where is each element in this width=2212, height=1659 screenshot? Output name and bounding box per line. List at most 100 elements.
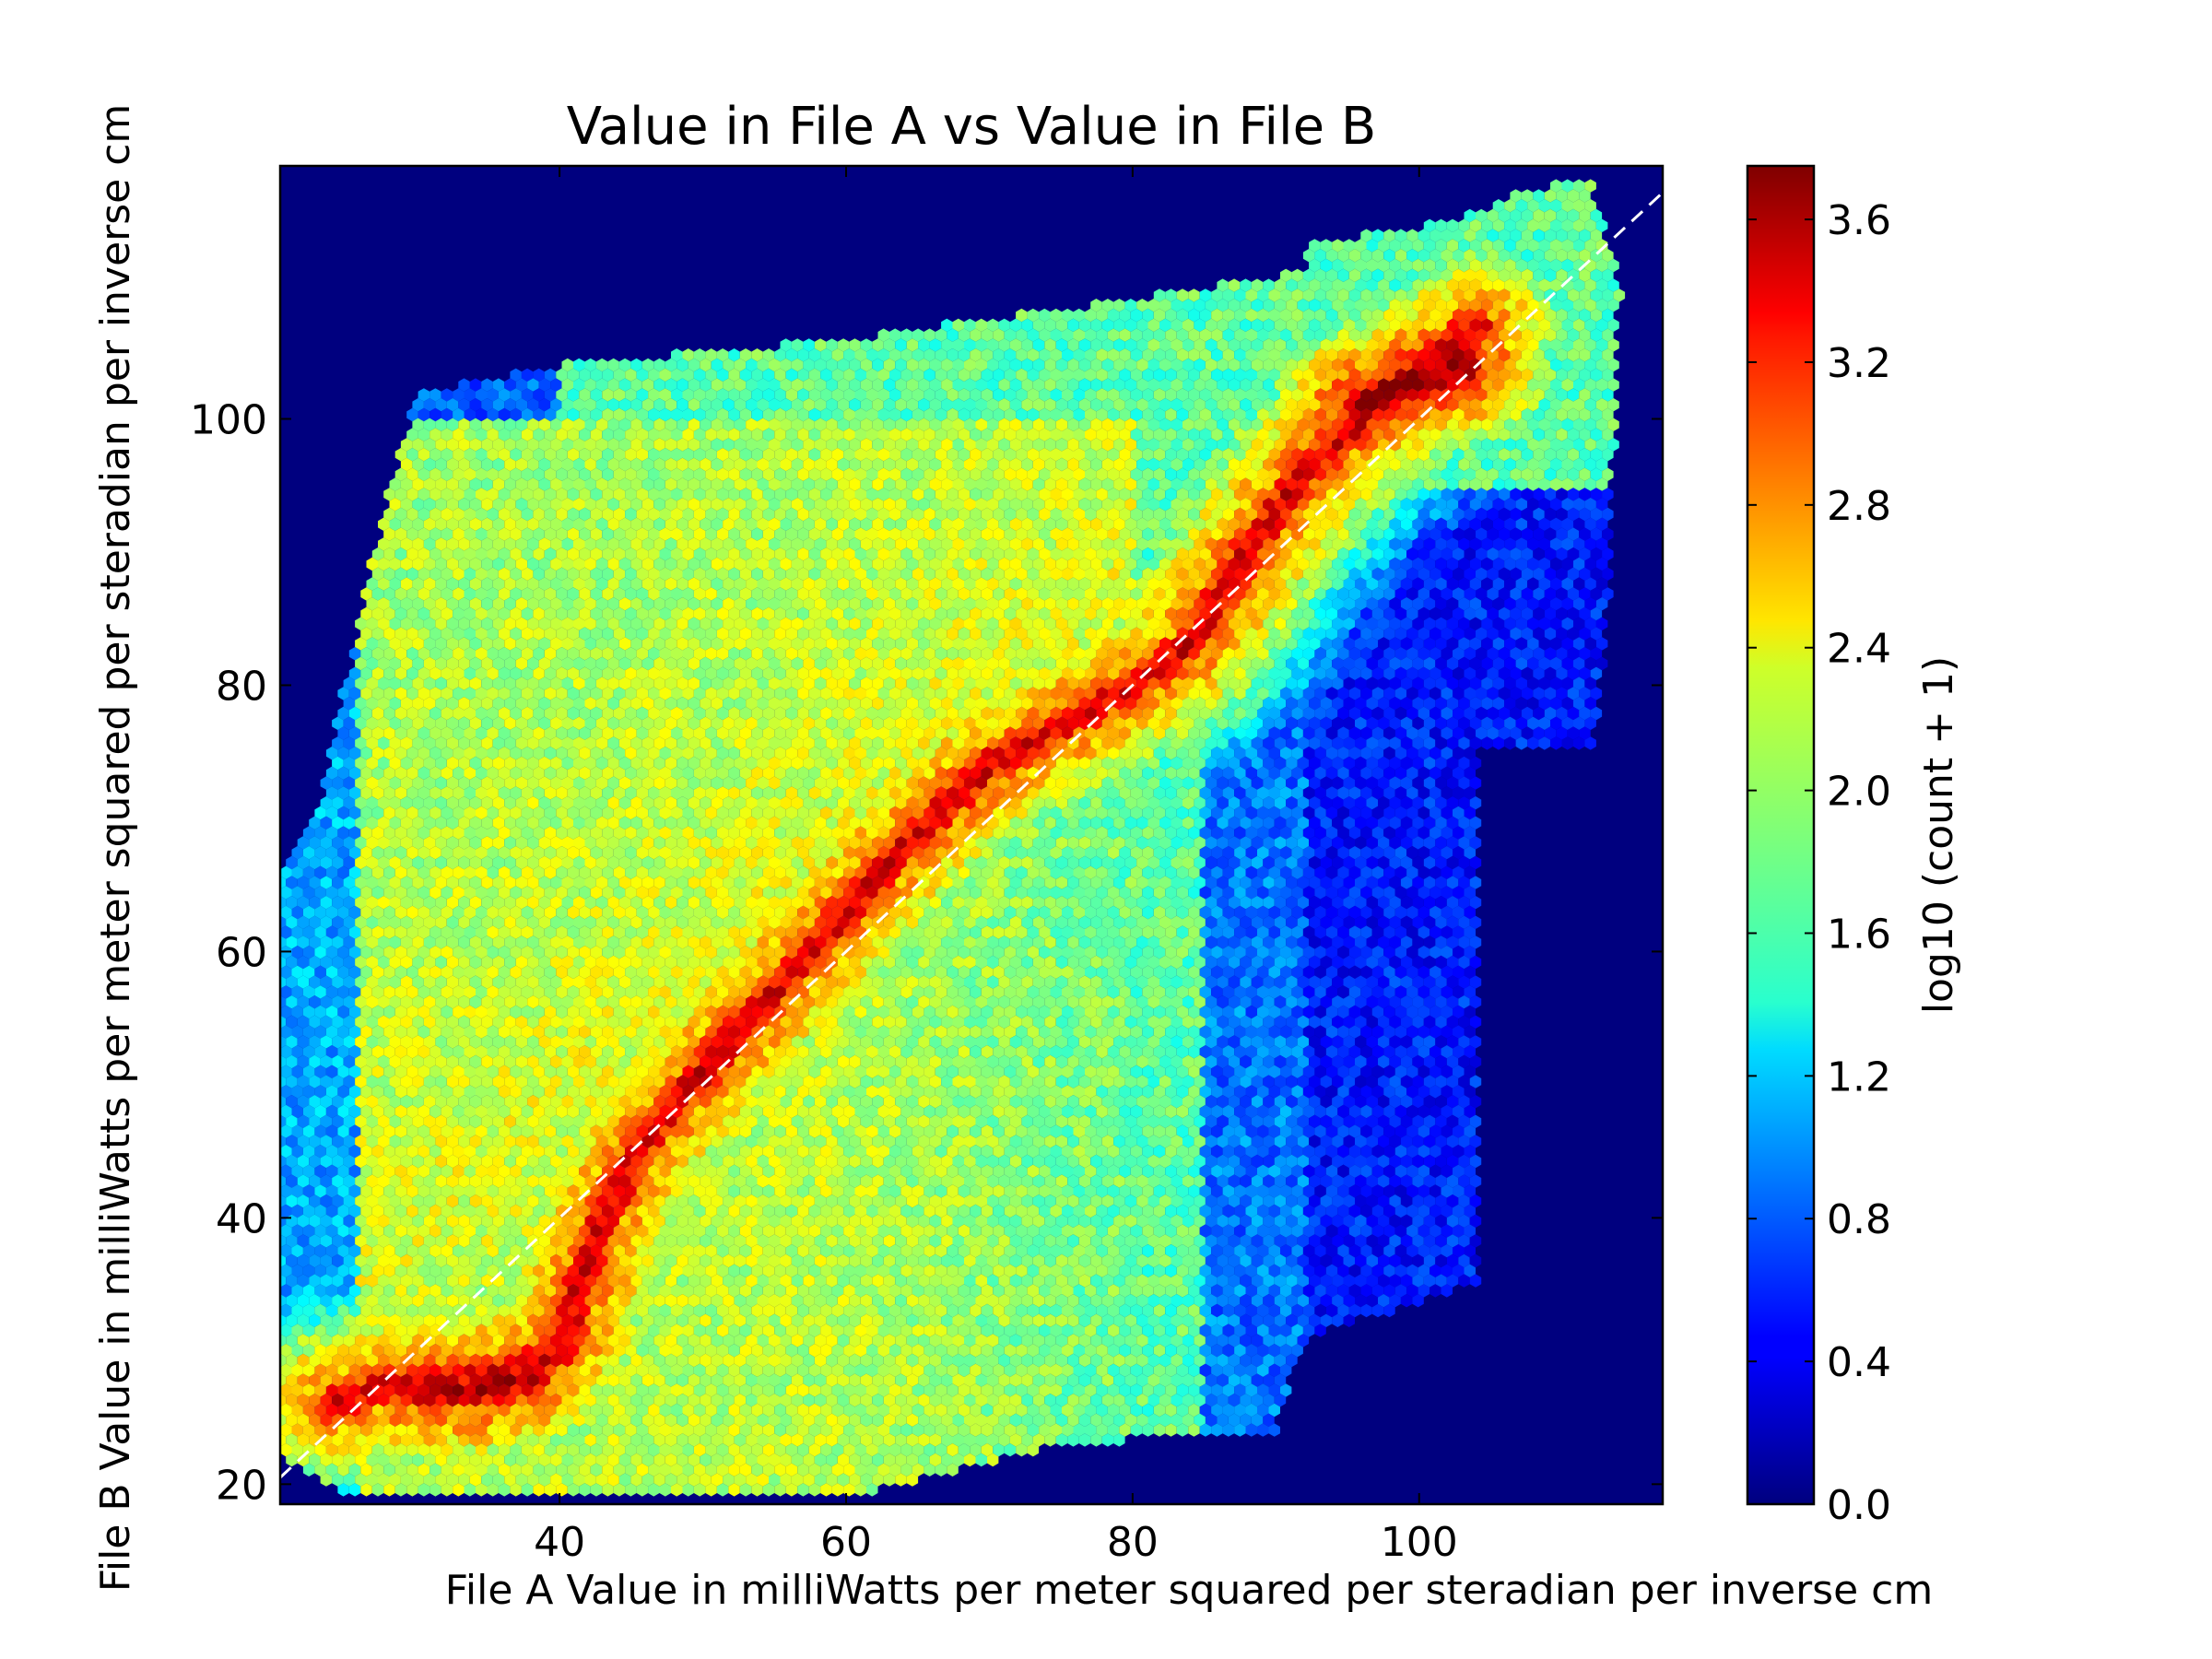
hexbin-cell — [1343, 338, 1355, 352]
hexbin-cell — [1435, 278, 1447, 292]
hexbin-cell — [780, 358, 792, 372]
hexbin-cell — [1188, 288, 1200, 302]
hexbin-cell — [837, 338, 850, 352]
hexbin-cell — [1430, 328, 1441, 342]
hexbin-cell — [814, 338, 827, 352]
hexbin-cell — [1240, 338, 1252, 352]
hexbin-cell — [872, 358, 884, 372]
hexbin-cell — [579, 368, 591, 382]
hexbin-cell — [1355, 338, 1367, 352]
hexbin-cell — [1348, 268, 1361, 282]
hexbin-cell — [981, 328, 994, 342]
hexbin-cell — [1481, 318, 1493, 332]
hexbin-cell — [1430, 268, 1441, 282]
hexbin-cell — [1492, 239, 1505, 253]
hexbin-cell — [1550, 338, 1562, 352]
hexbin-cell — [625, 368, 637, 382]
hexbin-cell — [1550, 179, 1562, 193]
hexbin-cell — [1314, 249, 1326, 263]
hexbin-cell — [1176, 368, 1189, 382]
hexbin-cell — [1498, 368, 1511, 382]
hexbin-cell — [1556, 249, 1568, 263]
hexbin-cell — [1521, 208, 1534, 223]
hexbin-cell — [1378, 278, 1390, 292]
hexbin-cell — [1579, 268, 1591, 282]
hexbin-cell — [538, 378, 551, 392]
hexbin-cell — [1430, 249, 1441, 263]
hexbin-cell — [1561, 358, 1573, 372]
hexbin-cell — [1504, 199, 1516, 213]
hexbin-cell — [1337, 288, 1349, 302]
hexbin-cell — [1130, 368, 1143, 382]
hexbin-cell — [504, 378, 516, 392]
hexbin-cell — [1579, 249, 1591, 263]
hexbin-cell — [1458, 258, 1470, 273]
hexbin-cell — [1085, 368, 1097, 382]
hexbin-cell — [906, 378, 919, 392]
hexbin-cell — [1302, 268, 1315, 282]
hexbin-cell — [785, 368, 798, 382]
hexbin-cell — [1538, 258, 1550, 273]
hexbin-cell — [1165, 328, 1177, 342]
hexbin-cell — [964, 358, 976, 372]
hexbin-cell — [1251, 278, 1264, 292]
hexbin-cell — [1309, 338, 1321, 352]
hexbin-cell — [1251, 378, 1264, 392]
hexbin-cell — [1469, 278, 1482, 292]
hexbin-cell — [751, 348, 763, 362]
hexbin-cell — [1602, 328, 1614, 342]
hexbin-cell — [1360, 368, 1372, 382]
hexbin-cell — [1257, 348, 1269, 362]
hexbin-cell — [1199, 288, 1212, 302]
hexbin-cell — [1607, 338, 1619, 352]
hexbin-cell — [1533, 249, 1545, 263]
hexbin-cell — [1055, 358, 1068, 372]
hexbin-cell — [1297, 378, 1310, 392]
hexbin-cell — [1476, 288, 1488, 302]
hexbin-cell — [1492, 278, 1505, 292]
hexbin-cell — [1567, 348, 1580, 362]
hexbin-cell — [1101, 318, 1114, 332]
hexbin-cell — [1274, 318, 1287, 332]
hexbin-cell — [975, 318, 987, 332]
hexbin-cell — [1314, 348, 1326, 362]
hexbin-cell — [515, 378, 528, 392]
hexbin-cell — [1464, 308, 1476, 323]
hexbin-cell — [1222, 308, 1235, 323]
hexbin-cell — [889, 348, 901, 362]
hexbin-cell — [1188, 328, 1200, 342]
hexbin-cell — [1504, 318, 1516, 332]
hexbin-cell — [1487, 308, 1499, 323]
hexbin-cell — [1320, 318, 1333, 332]
hexbin-cell — [1412, 358, 1424, 372]
hexbin-cell — [1550, 218, 1562, 232]
hexbin-cell — [814, 358, 827, 372]
hexbin-cell — [1464, 368, 1476, 382]
hexbin-cell — [1498, 208, 1511, 223]
hexbin-cell — [895, 358, 907, 372]
hexbin-cell — [1394, 268, 1407, 282]
hexbin-cell — [1194, 358, 1206, 372]
hexbin-cell — [1464, 328, 1476, 342]
hexbin-cell — [630, 378, 642, 392]
hexbin-cell — [1550, 299, 1562, 312]
hexbin-cell — [774, 348, 786, 362]
hexbin-cell — [1378, 299, 1390, 312]
hexbin-cell — [1383, 368, 1395, 382]
hexbin-cell — [1556, 208, 1568, 223]
hexbin-cell — [584, 358, 596, 372]
hexbin-cell — [1062, 368, 1074, 382]
hexbin-cell — [1124, 299, 1137, 312]
hexbin-cell — [1188, 348, 1200, 362]
hexbin-cell — [1332, 299, 1344, 312]
hexbin-cell — [1325, 268, 1338, 282]
hexbin-cell — [1073, 308, 1085, 323]
hexbin-cell — [1286, 358, 1298, 372]
hexbin-cell — [1446, 338, 1459, 352]
hexbin-cell — [1389, 318, 1401, 332]
hexbin-cell — [1584, 218, 1596, 232]
hexbin-cell — [1453, 268, 1465, 282]
hexbin-cell — [1476, 249, 1488, 263]
hexbin-cell — [1286, 299, 1298, 312]
hexbin-cell — [1286, 378, 1298, 392]
